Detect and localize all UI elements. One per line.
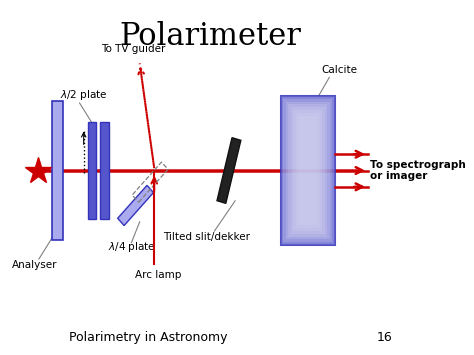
Text: Arc lamp: Arc lamp <box>135 270 182 280</box>
Text: Polarimeter: Polarimeter <box>119 21 301 53</box>
Text: Polarimetry in Astronomy: Polarimetry in Astronomy <box>69 331 227 344</box>
Polygon shape <box>118 185 154 225</box>
Text: Tilted slit/dekker: Tilted slit/dekker <box>163 233 250 242</box>
Bar <box>298 115 317 225</box>
Text: $\lambda$/4 plate: $\lambda$/4 plate <box>108 240 155 254</box>
Text: 16: 16 <box>377 331 392 344</box>
Text: $\lambda$/2 plate: $\lambda$/2 plate <box>60 88 108 102</box>
Bar <box>296 113 320 228</box>
Text: Analyser: Analyser <box>12 260 57 271</box>
Bar <box>281 96 335 245</box>
Text: To spectrograph
or imager: To spectrograph or imager <box>370 160 466 181</box>
Polygon shape <box>217 138 241 203</box>
Bar <box>286 102 330 240</box>
Bar <box>293 110 322 231</box>
Bar <box>100 122 109 219</box>
Bar <box>52 100 63 240</box>
Bar <box>283 99 332 242</box>
Bar <box>291 107 325 234</box>
Text: Calcite: Calcite <box>321 65 357 75</box>
Bar <box>288 104 327 237</box>
Bar <box>88 122 96 219</box>
Bar <box>281 96 335 245</box>
Text: To TV guider: To TV guider <box>101 44 166 54</box>
